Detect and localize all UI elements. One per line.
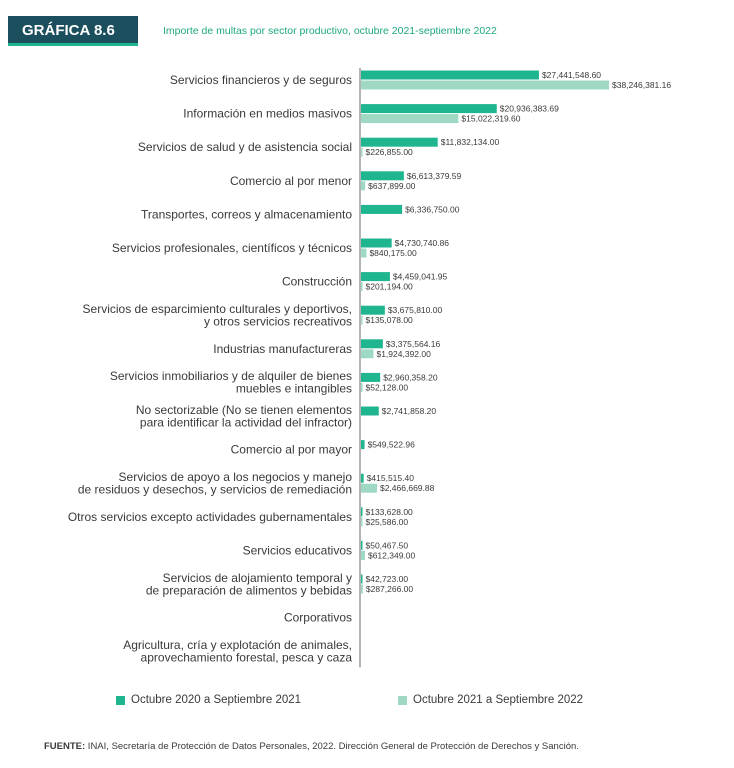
data-label-series2: $2,466,669.88: [380, 483, 435, 493]
data-label-series2: $135,078.00: [366, 315, 414, 325]
category-label: Comercio al por mayor: [231, 443, 352, 457]
bar-series1: [361, 137, 438, 147]
data-label-series1: $11,832,134.00: [441, 137, 500, 147]
bar-series2: [361, 483, 377, 493]
bar-series2: [361, 248, 367, 258]
bar-series2: [361, 584, 363, 594]
bar-series1: [361, 574, 363, 584]
category-label: Agricultura, cría y explotación de anima…: [123, 638, 352, 665]
bar-series1: [361, 339, 383, 349]
chart-number-badge: GRÁFICA 8.6: [8, 16, 138, 46]
legend-swatch-series1: [116, 695, 125, 705]
data-label-series2: $25,586.00: [366, 517, 409, 527]
data-label-series1: $549,522.96: [368, 440, 416, 450]
data-label-series1: $50,467.50: [366, 540, 409, 550]
data-label-series1: $27,441,548.60: [542, 70, 601, 80]
bar-series2: [361, 382, 363, 392]
category-label: Otros servicios excepto actividades gube…: [68, 510, 352, 524]
legend-label-series2: Octubre 2021 a Septiembre 2022: [413, 694, 584, 706]
data-label-series2: $38,246,381.16: [612, 80, 671, 90]
bar-series1: [361, 238, 392, 248]
bar-series2: [361, 349, 374, 359]
data-label-series2: $612,349.00: [368, 550, 416, 560]
bar-series2: [361, 114, 459, 124]
category-label: No sectorizable (No se tienen elementos p…: [136, 403, 352, 430]
data-label-series2: $52,128.00: [366, 382, 409, 392]
bar-series2: [361, 282, 363, 292]
category-label: Construcción: [282, 275, 352, 289]
bar-series1: [361, 272, 390, 282]
data-label-series2: $226,855.00: [366, 147, 414, 157]
bar-series1: [361, 440, 365, 450]
data-label-series1: $6,613,379.59: [407, 171, 462, 181]
bar-series2: [361, 181, 366, 191]
data-label-series1: $4,730,740.86: [395, 238, 450, 248]
bar-series1: [361, 204, 403, 214]
bar-series1: [361, 473, 364, 483]
category-label: Servicios de esparcimiento culturales y …: [83, 302, 352, 329]
bar-series2: [361, 80, 609, 90]
data-label-series1: $415,515.40: [367, 473, 415, 483]
data-label-series2: $15,022,319.60: [461, 114, 520, 124]
bar-series2: [361, 550, 365, 560]
bar-series2: [361, 147, 363, 157]
bar-series1: [361, 70, 539, 80]
source-prefix: FUENTE:: [44, 741, 86, 752]
category-label: Servicios de salud y de asistencia socia…: [138, 140, 352, 154]
bar-series1: [361, 104, 497, 114]
source-text: INAI, Secretaría de Protección de Datos …: [85, 741, 579, 752]
source-note: FUENTE: INAI, Secretaría de Protección d…: [44, 741, 579, 752]
category-label: Información en medios masivos: [183, 107, 352, 121]
category-label: Servicios educativos: [243, 543, 352, 557]
data-label-series2: $287,266.00: [366, 584, 414, 594]
bar-series2: [361, 315, 363, 325]
legend-label-series1: Octubre 2020 a Septiembre 2021: [131, 694, 302, 706]
legend-swatch-series2: [398, 695, 407, 705]
data-label-series1: $42,723.00: [366, 574, 409, 584]
bar-series1: [361, 406, 379, 416]
category-label: Corporativos: [284, 611, 352, 625]
category-label: Comercio al por menor: [230, 174, 352, 188]
category-label: Servicios financieros y de seguros: [170, 73, 352, 87]
legend-item-series2: Octubre 2021 a Septiembre 2022: [398, 694, 583, 706]
category-label: Servicios profesionales, científicos y t…: [112, 241, 352, 255]
bar-series2: [361, 517, 363, 527]
category-label: Servicios de alojamiento temporal y de pr…: [146, 571, 352, 598]
data-label-series1: $2,741,858.20: [382, 406, 437, 416]
data-label-series1: $4,459,041.95: [393, 272, 448, 282]
data-label-series2: $637,899.00: [368, 181, 416, 191]
legend-item-series1: Octubre 2020 a Septiembre 2021: [116, 694, 301, 706]
data-label-series1: $3,375,564.16: [386, 339, 441, 349]
bar-series1: [361, 171, 404, 181]
category-label: Servicios de apoyo a los negocios y mane…: [78, 470, 352, 497]
chart-title: Importe de multas por sector productivo,…: [163, 25, 497, 37]
category-label: Industrias manufactureras: [213, 342, 352, 356]
data-label-series1: $20,936,383.69: [500, 104, 559, 114]
category-label: Servicios inmobiliarios y de alquiler de…: [110, 369, 352, 396]
bar-series1: [361, 372, 381, 382]
data-label-series1: $6,336,750.00: [405, 204, 460, 214]
bar-chart: Servicios financieros y de seguros $27,44…: [68, 68, 671, 668]
data-label-series1: $133,628.00: [366, 507, 414, 517]
bar-series1: [361, 305, 385, 315]
bar-series1: [361, 507, 363, 517]
data-label-series2: $840,175.00: [369, 248, 417, 258]
data-label-series1: $3,675,810.00: [388, 305, 443, 315]
data-label-series2: $201,194.00: [366, 282, 414, 292]
bar-series1: [361, 540, 363, 550]
data-label-series2: $1,924,392.00: [376, 349, 431, 359]
category-label: Transportes, correos y almacenamiento: [141, 207, 352, 221]
data-label-series1: $2,960,358.20: [383, 372, 438, 382]
